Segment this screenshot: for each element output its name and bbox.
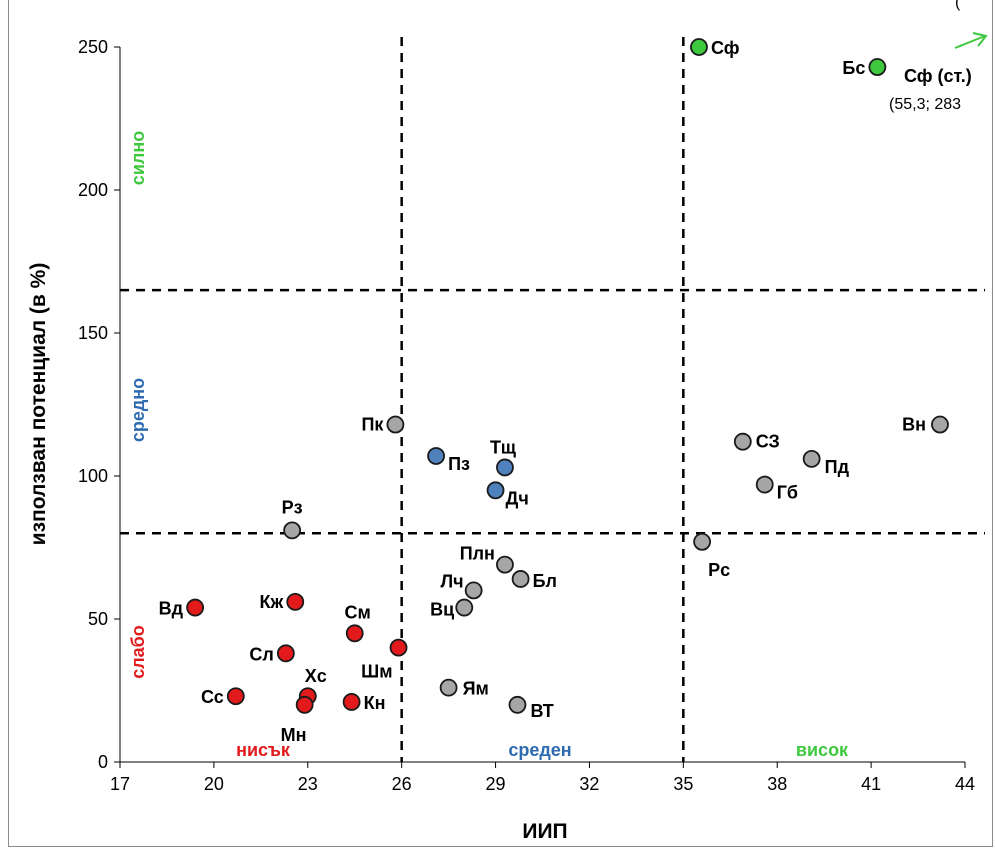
point-label: Вд bbox=[159, 599, 184, 619]
x-tick-label: 20 bbox=[204, 774, 224, 794]
data-point bbox=[486, 481, 505, 500]
axes bbox=[114, 46, 966, 768]
x-tick-label: 17 bbox=[110, 774, 130, 794]
point-label: Сс bbox=[201, 687, 224, 707]
point-label: См bbox=[345, 602, 371, 622]
data-point bbox=[439, 678, 458, 697]
point-label: Пз bbox=[448, 454, 470, 474]
data-point bbox=[186, 598, 205, 617]
data-point bbox=[295, 695, 314, 714]
y-tick-label: 200 bbox=[78, 180, 108, 200]
point-label: Рс bbox=[708, 560, 730, 580]
point-label: Вц bbox=[430, 600, 454, 620]
point-label: Шм bbox=[361, 662, 392, 682]
annotation: Сф (ст.) (55,3; 283 ( bbox=[889, 0, 988, 113]
x-tick-label: 41 bbox=[861, 774, 881, 794]
x-tick-label: 29 bbox=[486, 774, 506, 794]
data-point bbox=[464, 581, 483, 600]
x-axis-title: ИИП bbox=[522, 820, 567, 843]
data-point bbox=[690, 38, 708, 56]
x-tick-label: 38 bbox=[767, 774, 787, 794]
zone-label-x-low: нисък bbox=[236, 740, 291, 760]
data-point bbox=[755, 475, 774, 494]
data-point bbox=[511, 570, 530, 588]
zone-label-y-strong: силно bbox=[128, 131, 148, 185]
annotation-coords: (55,3; 283 bbox=[889, 96, 961, 113]
y-axis-title: използван потенциал (в %) bbox=[27, 263, 50, 546]
zone-label-x-high: висок bbox=[796, 740, 849, 760]
point-label: Кж bbox=[260, 592, 284, 612]
point-label: Тщ bbox=[490, 437, 517, 457]
data-point bbox=[868, 58, 887, 76]
point-label: Бл bbox=[533, 571, 557, 591]
data-point bbox=[508, 695, 527, 714]
data-point bbox=[345, 624, 364, 643]
arrow-shaft bbox=[954, 35, 986, 49]
y-tick-label: 50 bbox=[88, 609, 108, 629]
annotation-label: Сф (ст.) bbox=[904, 66, 972, 86]
point-label: Сл bbox=[249, 644, 273, 664]
x-tick-label: 32 bbox=[579, 774, 599, 794]
data-point bbox=[286, 592, 305, 611]
data-point bbox=[342, 693, 361, 711]
y-tick-label: 0 bbox=[98, 752, 108, 772]
data-point bbox=[931, 415, 949, 434]
point-label: Дч bbox=[506, 488, 529, 508]
zone-labels: силно средно слабо нисък среден висок bbox=[128, 131, 849, 760]
x-tick-label: 44 bbox=[955, 774, 975, 794]
point-label: Рз bbox=[282, 497, 303, 517]
point-label: Пк bbox=[361, 415, 384, 435]
point-label: Мн bbox=[281, 725, 307, 745]
point-label: Сф bbox=[711, 38, 740, 58]
annotation-paren: ( bbox=[955, 0, 961, 11]
data-point bbox=[427, 447, 445, 465]
point-label: Плн bbox=[460, 544, 495, 564]
data-points bbox=[186, 38, 949, 714]
data-point bbox=[733, 432, 752, 451]
point-label: Лч bbox=[441, 571, 464, 591]
x-tick-label: 35 bbox=[673, 774, 693, 794]
point-label: Кн bbox=[364, 693, 386, 713]
x-tick-label: 26 bbox=[392, 774, 412, 794]
arrow-up-right-icon bbox=[954, 32, 988, 49]
data-point bbox=[693, 532, 712, 551]
threshold-lines bbox=[120, 37, 985, 762]
point-label: Гб bbox=[777, 483, 798, 503]
arrow-head bbox=[972, 32, 988, 47]
point-label: ВТ bbox=[530, 701, 553, 721]
zone-label-y-medium: средно bbox=[128, 378, 148, 442]
zone-label-x-medium: среден bbox=[508, 740, 571, 760]
data-point bbox=[276, 644, 295, 663]
x-tick-label: 23 bbox=[298, 774, 318, 794]
point-labels: Сф Бс Вн СЗ Пд Гб Рс Пк Пз Тщ Дч Рз Плн Бл Лч Вц Вд Кж См Ш… bbox=[159, 38, 926, 745]
chart-frame bbox=[8, 0, 993, 847]
data-point bbox=[496, 555, 514, 574]
data-point bbox=[389, 638, 408, 657]
zone-label-y-weak: слабо bbox=[128, 625, 148, 679]
point-label: Хс bbox=[305, 666, 327, 686]
data-point bbox=[386, 415, 405, 434]
y-tick-label: 100 bbox=[78, 466, 108, 486]
point-label: Вн bbox=[902, 415, 926, 435]
data-point bbox=[283, 521, 302, 540]
data-point bbox=[496, 458, 514, 477]
tick-labels: 17 20 23 26 29 32 35 38 41 44 0 50 100 150 200 250 bbox=[78, 37, 975, 794]
data-point bbox=[226, 687, 245, 706]
y-tick-label: 250 bbox=[78, 37, 108, 57]
point-label: Бс bbox=[842, 58, 865, 78]
point-label: Ям bbox=[463, 679, 489, 699]
data-point bbox=[802, 449, 821, 468]
y-tick-label: 150 bbox=[78, 323, 108, 343]
data-point bbox=[455, 598, 474, 617]
point-label: СЗ bbox=[756, 432, 780, 452]
point-label: Пд bbox=[825, 457, 850, 477]
